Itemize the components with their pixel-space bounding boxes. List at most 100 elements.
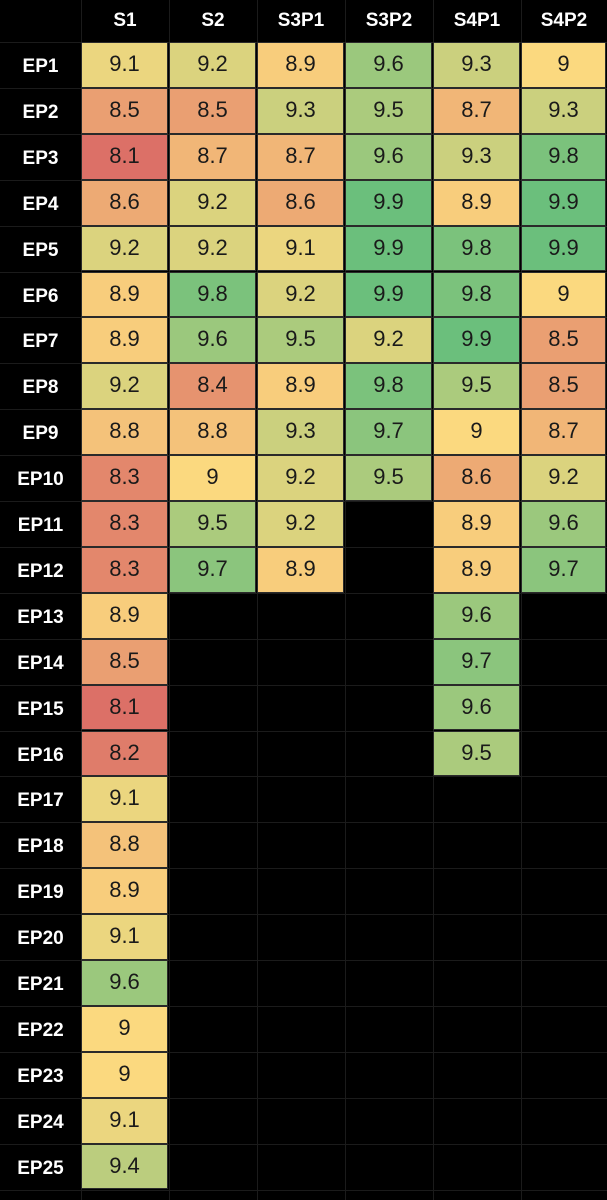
row-header-ep16: EP16 [17,744,64,766]
row-header-ep19: EP19 [17,882,64,904]
grid-line [0,685,607,686]
heatmap-cell: 9.5 [433,730,520,777]
heatmap-cell: 9.8 [521,133,606,180]
heatmap-cell: 8.8 [81,822,168,869]
heatmap-cell: 9 [81,1051,168,1098]
row-header-ep18: EP18 [17,836,64,858]
heatmap-cell: 9.5 [433,363,520,410]
heatmap-cell: 9.8 [433,225,520,272]
grid-line [257,0,258,1200]
heatmap-cell: 8.6 [257,179,344,226]
heatmap-cell: 9.2 [257,501,344,547]
heatmap-cell: 9.8 [345,363,432,410]
heatmap-cell: 9.9 [521,179,606,226]
heatmap-cell: 8.8 [81,409,168,456]
heatmap-cell: 8.9 [433,179,520,226]
heatmap-cell: 8.9 [81,271,168,318]
heatmap-cell: 8.9 [433,546,520,593]
heatmap-cell: 9.2 [81,225,168,272]
grid-line [0,776,607,777]
heatmap-cell: 9.3 [433,133,520,180]
heatmap-cell: 8.9 [433,501,520,547]
heatmap-cell: 8.9 [257,42,344,88]
row-header-ep20: EP20 [17,928,64,950]
heatmap-cell: 8.7 [169,133,256,180]
heatmap-cell: 9.6 [345,133,432,180]
heatmap-cell: 9.2 [521,455,606,501]
grid-line [0,960,607,961]
column-header-s4p2: S4P2 [540,10,588,31]
heatmap-cell: 9.3 [433,42,520,88]
row-header-ep10: EP10 [17,469,64,491]
heatmap-cell: 9.5 [345,455,432,501]
heatmap-cell: 8.9 [81,317,168,364]
grid-line [0,868,607,869]
heatmap-cell: 8.5 [521,363,606,410]
heatmap-cell: 9.5 [345,87,432,134]
grid-line [0,1144,607,1145]
heatmap-cell: 8.5 [81,87,168,134]
heatmap-cell: 9.6 [81,960,168,1006]
heatmap-cell: 8.7 [521,409,606,456]
heatmap-cell: 9.7 [169,546,256,593]
heatmap-cell: 9.7 [521,546,606,593]
heatmap-cell: 9.9 [433,317,520,364]
row-header-ep4: EP4 [22,193,59,215]
heatmap-cell: 9.2 [169,225,256,272]
heatmap-cell: 9.5 [169,501,256,547]
heatmap-cell: 9.5 [257,317,344,364]
row-header-ep13: EP13 [17,606,64,628]
heatmap-cell: 8.5 [169,87,256,134]
heatmap-cell: 8.9 [257,546,344,593]
heatmap-cell: 8.6 [433,455,520,501]
row-header-ep17: EP17 [17,790,64,812]
heatmap-cell: 9.2 [257,271,344,318]
heatmap-cell: 9.7 [433,638,520,685]
heatmap-cell: 9 [169,455,256,501]
heatmap-cell: 9.1 [81,776,168,823]
grid-line [0,1098,607,1099]
row-header-ep25: EP25 [17,1157,64,1179]
heatmap-cell: 9.2 [257,455,344,501]
row-header-ep1: EP1 [22,56,59,77]
heatmap-cell: 9.9 [345,271,432,318]
grid-line [521,0,522,1200]
row-header-ep6: EP6 [22,285,59,307]
column-header-s3p1: S3P1 [277,10,325,31]
heatmap-cell: 8.7 [433,87,520,134]
heatmap-cell: 9.3 [521,87,606,134]
row-header-ep24: EP24 [17,1111,64,1133]
heatmap-cell: 9.1 [81,42,168,88]
grid-line [0,822,607,823]
heatmap-cell: 9 [521,42,606,88]
row-header-ep15: EP15 [17,698,64,720]
heatmap-cell: 8.9 [81,868,168,915]
heatmap-cell: 9 [521,271,606,318]
row-header-ep21: EP21 [17,974,64,995]
heatmap-cell: 9.6 [521,501,606,547]
grid-line [0,731,607,732]
row-header-ep5: EP5 [22,239,59,261]
row-header-ep23: EP23 [17,1065,64,1087]
heatmap-cell: 9.8 [169,271,256,318]
heatmap-cell: 8.4 [169,363,256,410]
heatmap-cell: 9.7 [345,409,432,456]
heatmap-cell: 9.2 [169,42,256,88]
heatmap-cell: 9.9 [345,179,432,226]
heatmap-cell: 9.6 [433,684,520,731]
row-header-ep2: EP2 [22,101,59,123]
heatmap-cell: 9.4 [81,1143,168,1190]
grid-line [0,593,607,594]
heatmap-cell: 9.1 [81,1097,168,1144]
column-header-s3p2: S3P2 [365,10,413,31]
row-header-ep7: EP7 [22,331,59,353]
heatmap-cell: 8.3 [81,546,168,593]
heatmap-cell: 9.6 [169,317,256,364]
heatmap-cell: 8.7 [257,133,344,180]
heatmap-cell: 9.1 [81,914,168,960]
heatmap-cell: 8.8 [169,409,256,456]
column-header-s1: S1 [113,10,137,31]
grid-line [169,0,170,1200]
grid-line [345,0,346,1200]
grid-line [0,1006,607,1007]
